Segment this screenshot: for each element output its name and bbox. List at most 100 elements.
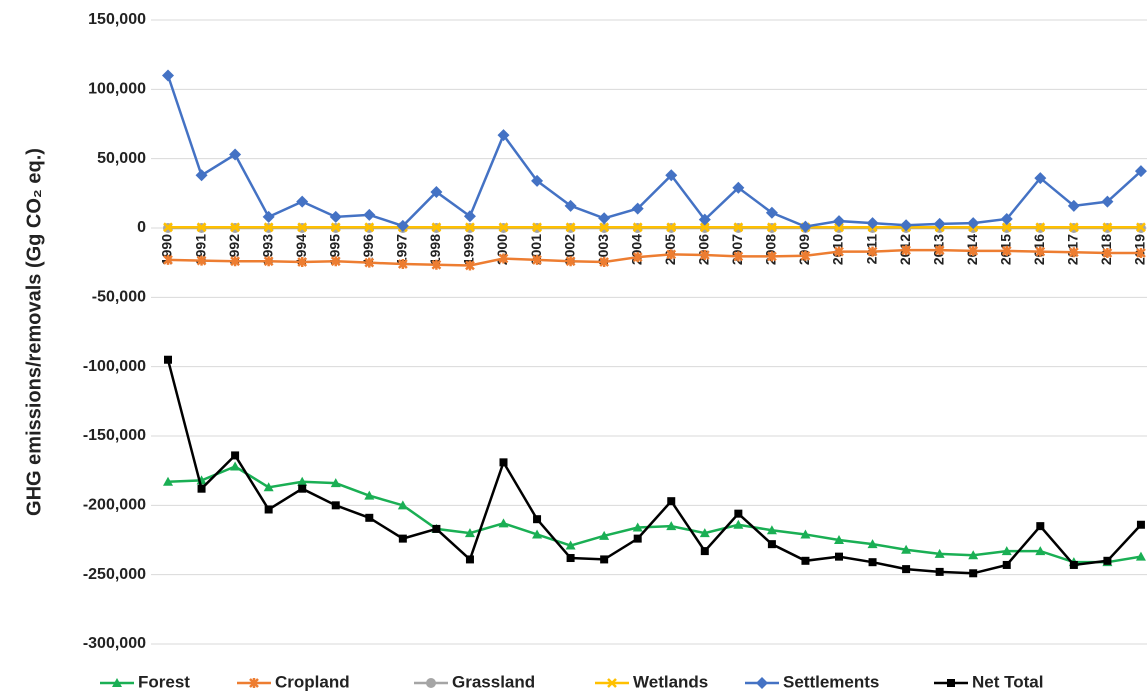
marker xyxy=(398,534,407,543)
series-line xyxy=(167,248,1141,267)
marker xyxy=(464,528,475,538)
marker xyxy=(901,245,911,256)
marker xyxy=(397,500,408,510)
marker xyxy=(765,206,778,219)
marker xyxy=(900,219,913,232)
marker xyxy=(297,256,308,267)
marker xyxy=(1101,195,1114,208)
marker xyxy=(968,245,979,256)
marker xyxy=(1035,222,1046,233)
marker xyxy=(933,217,946,230)
marker xyxy=(564,199,577,212)
marker xyxy=(249,678,259,688)
marker xyxy=(298,484,307,493)
marker xyxy=(733,519,744,529)
marker xyxy=(667,497,676,506)
marker xyxy=(231,451,240,460)
y-tick-label: -50,000 xyxy=(92,289,146,306)
marker xyxy=(498,222,509,233)
x-tick-label: 2007 xyxy=(729,234,745,265)
marker xyxy=(902,565,911,574)
x-tick-label: 2006 xyxy=(696,234,712,265)
marker xyxy=(396,219,409,232)
x-tick-label: 2005 xyxy=(662,234,678,265)
legend-label: Forest xyxy=(138,672,190,691)
y-tick-label: -100,000 xyxy=(83,358,146,375)
marker xyxy=(565,540,576,550)
marker xyxy=(766,525,777,535)
marker xyxy=(426,678,436,688)
marker xyxy=(499,458,508,467)
marker xyxy=(498,518,509,528)
marker xyxy=(665,169,678,182)
marker xyxy=(565,222,576,233)
marker xyxy=(330,222,341,233)
y-axis-title: GHG emissions/removals (Gg CO₂ eq.) xyxy=(23,148,45,516)
marker xyxy=(263,482,274,492)
marker xyxy=(969,569,978,578)
marker xyxy=(867,539,878,549)
marker xyxy=(163,222,173,233)
marker xyxy=(1103,556,1112,565)
marker xyxy=(599,222,610,233)
marker xyxy=(263,256,274,267)
marker xyxy=(1035,546,1046,556)
marker xyxy=(699,528,710,538)
marker xyxy=(531,174,544,187)
marker xyxy=(532,254,542,265)
marker xyxy=(934,548,945,558)
marker xyxy=(533,515,542,524)
marker xyxy=(1102,222,1113,233)
marker xyxy=(866,217,879,230)
marker xyxy=(330,478,341,488)
marker xyxy=(699,222,710,233)
marker xyxy=(1002,560,1011,569)
x-tick-label: 1994 xyxy=(293,234,309,265)
marker xyxy=(565,256,576,267)
legend-label: Grassland xyxy=(452,672,535,691)
marker xyxy=(1034,172,1047,185)
marker xyxy=(968,550,979,560)
marker xyxy=(734,509,743,518)
marker xyxy=(1001,245,1012,256)
marker xyxy=(532,222,542,233)
marker xyxy=(263,222,274,233)
marker xyxy=(599,530,610,540)
marker xyxy=(230,256,240,267)
marker xyxy=(230,461,241,471)
marker xyxy=(700,547,709,556)
marker xyxy=(698,213,711,226)
marker xyxy=(431,259,442,270)
y-tick-label: -300,000 xyxy=(83,635,146,652)
marker xyxy=(633,534,642,543)
marker xyxy=(162,69,174,82)
y-tick-label: 150,000 xyxy=(88,11,146,28)
marker xyxy=(1036,522,1045,531)
marker xyxy=(1001,222,1012,233)
marker xyxy=(666,222,677,233)
x-tick-label: 2009 xyxy=(796,234,812,265)
legend-label: Settlements xyxy=(783,672,879,691)
x-tick-label: 1998 xyxy=(427,234,443,265)
marker xyxy=(297,222,308,233)
marker xyxy=(430,185,443,198)
marker xyxy=(800,529,811,539)
marker xyxy=(229,148,242,161)
marker xyxy=(1136,247,1146,258)
legend-label: Net Total xyxy=(972,672,1043,691)
marker xyxy=(163,254,173,265)
marker xyxy=(666,521,677,531)
marker xyxy=(699,250,710,261)
legend-label: Wetlands xyxy=(633,672,708,691)
marker xyxy=(733,222,744,233)
marker xyxy=(632,252,643,263)
marker xyxy=(364,222,375,233)
marker xyxy=(195,169,208,182)
marker xyxy=(598,212,611,225)
y-tick-label: -200,000 xyxy=(83,497,146,514)
marker xyxy=(1001,546,1012,556)
marker xyxy=(264,505,273,514)
marker xyxy=(1134,165,1147,178)
marker xyxy=(364,257,375,268)
